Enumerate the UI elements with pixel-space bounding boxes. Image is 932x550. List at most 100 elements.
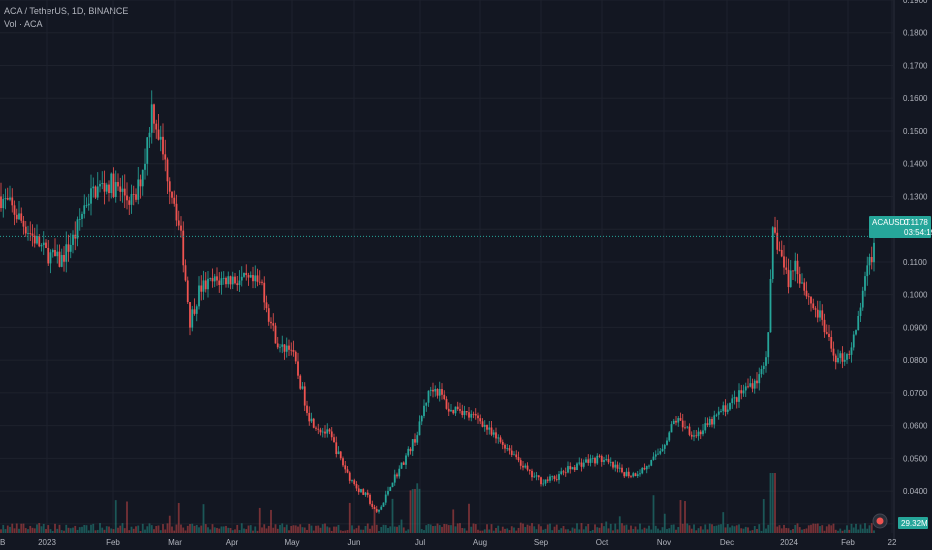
candle bbox=[6, 187, 9, 201]
volume-bar bbox=[569, 530, 572, 533]
candle bbox=[344, 461, 347, 474]
volume-bar bbox=[121, 523, 124, 533]
volume-bar bbox=[112, 529, 115, 533]
candle bbox=[4, 188, 7, 210]
candle bbox=[686, 425, 689, 429]
volume-bar bbox=[164, 529, 167, 533]
candle bbox=[533, 472, 536, 479]
candle bbox=[447, 402, 450, 417]
volume-bar bbox=[186, 525, 189, 533]
volume-bar bbox=[220, 526, 223, 533]
volume-bar bbox=[459, 523, 461, 533]
candle bbox=[501, 439, 504, 450]
volume-bar bbox=[780, 528, 783, 533]
candle bbox=[126, 182, 128, 210]
candle bbox=[209, 277, 212, 282]
candle bbox=[216, 267, 218, 286]
volume-bar bbox=[423, 530, 425, 533]
volume-bar bbox=[33, 528, 36, 533]
y-tick-label: 0.0700 bbox=[903, 389, 928, 398]
volume-bar bbox=[535, 529, 538, 533]
candle bbox=[121, 175, 124, 203]
y-tick-label: 0.0400 bbox=[903, 487, 928, 496]
x-tick-label: Sep bbox=[534, 538, 549, 547]
time-axis[interactable]: 2023 Feb Mar Apr May Jun Jul Aug Sep Oct Nov Dec 202… bbox=[0, 538, 897, 547]
volume-bar bbox=[796, 523, 799, 533]
volume-bar bbox=[99, 523, 101, 533]
volume-bar bbox=[177, 502, 180, 533]
candle bbox=[522, 460, 524, 471]
candle bbox=[751, 378, 754, 393]
candle bbox=[510, 445, 513, 458]
volume-bar bbox=[171, 526, 173, 533]
volume-bar bbox=[715, 525, 718, 533]
volume-bar bbox=[661, 527, 664, 533]
candle bbox=[663, 443, 666, 455]
candle bbox=[283, 344, 286, 360]
candle bbox=[306, 400, 308, 416]
volume-bar bbox=[380, 527, 383, 533]
volume-bar bbox=[729, 527, 731, 533]
candle bbox=[720, 408, 722, 413]
volume-bar bbox=[690, 528, 693, 533]
volume-bar bbox=[353, 529, 356, 533]
candle bbox=[677, 416, 680, 427]
volume-bar bbox=[56, 528, 59, 533]
candle bbox=[191, 305, 194, 332]
volume-bar bbox=[2, 524, 5, 533]
candle bbox=[245, 264, 248, 281]
volume-bar bbox=[814, 523, 817, 533]
symbol-title[interactable]: ACA / TetherUS, 1D, BINANCE bbox=[4, 6, 129, 16]
candle bbox=[81, 211, 83, 228]
volume-bar bbox=[659, 530, 662, 533]
candle bbox=[139, 174, 142, 199]
volume-bar bbox=[663, 513, 666, 533]
last-price-tag: ACAUSDT 0.1178 03:54:19 bbox=[869, 216, 932, 238]
volume-bar bbox=[771, 473, 774, 533]
volume-bar bbox=[704, 524, 707, 533]
volume-bar bbox=[479, 530, 482, 533]
volume-bar bbox=[843, 529, 846, 533]
volume-bar bbox=[749, 530, 752, 533]
candle bbox=[564, 467, 567, 477]
volume-bar bbox=[625, 524, 628, 533]
volume-bar bbox=[616, 529, 619, 533]
volume-bar bbox=[470, 526, 473, 533]
x-tick-label: 2024 bbox=[780, 538, 798, 547]
candle bbox=[189, 302, 191, 336]
candle bbox=[74, 221, 77, 251]
candle bbox=[540, 476, 542, 487]
volume-bar bbox=[571, 527, 574, 533]
volume-bar bbox=[767, 524, 770, 533]
candle bbox=[468, 407, 470, 421]
candle bbox=[571, 466, 574, 470]
candle bbox=[704, 417, 707, 434]
candle bbox=[267, 304, 270, 326]
candle bbox=[141, 169, 144, 196]
volume-bar bbox=[139, 530, 142, 533]
candle bbox=[90, 174, 92, 216]
volume-bar bbox=[753, 526, 756, 533]
candle bbox=[110, 172, 113, 199]
candle bbox=[236, 275, 239, 291]
volume-bar bbox=[137, 525, 140, 533]
volume-indicator-label[interactable]: Vol · ACA bbox=[4, 19, 43, 29]
candle bbox=[391, 482, 394, 488]
volume-bar bbox=[654, 525, 657, 533]
candle bbox=[425, 402, 428, 412]
price-axis[interactable]: 0.1900 0.1800 0.1700 0.1600 0.1500 0.1400 0.13… bbox=[893, 0, 928, 540]
volume-bar bbox=[326, 526, 329, 533]
y-tick-label: 0.0900 bbox=[903, 323, 928, 332]
candle bbox=[279, 343, 281, 353]
volume-bar bbox=[789, 530, 792, 533]
volume-bar bbox=[645, 528, 648, 533]
volume-bar bbox=[63, 530, 65, 533]
candle bbox=[742, 384, 745, 397]
candle bbox=[762, 362, 765, 375]
candle bbox=[427, 390, 430, 407]
volume-bar bbox=[126, 501, 128, 533]
volume-bar bbox=[324, 523, 326, 533]
tradingview-logo-icon[interactable] bbox=[872, 513, 888, 529]
candle bbox=[636, 471, 639, 478]
